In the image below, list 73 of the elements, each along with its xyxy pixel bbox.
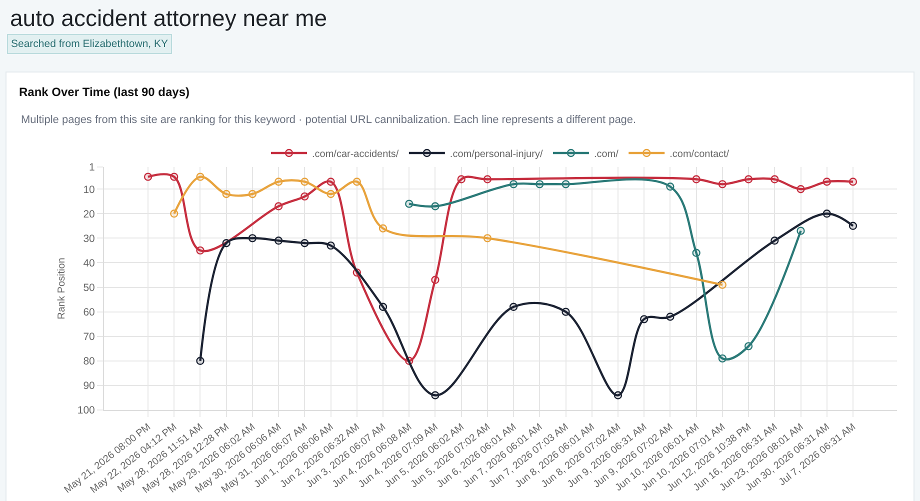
y-tick-label: 1 — [89, 162, 96, 174]
y-tick-label: 80 — [83, 356, 96, 368]
point — [431, 391, 440, 400]
legend-label: .com/contact/ — [670, 148, 730, 160]
y-tick-label: 20 — [83, 208, 96, 220]
point — [222, 190, 230, 198]
y-tick-label: 30 — [83, 232, 96, 245]
point — [196, 356, 204, 366]
y-tick-label: 100 — [77, 404, 96, 417]
point — [196, 246, 204, 255]
point — [378, 224, 388, 232]
point — [718, 180, 727, 188]
y-tick-label: 70 — [83, 331, 96, 344]
text: Searched from Elizabethtown, KY — [11, 38, 168, 50]
point — [170, 210, 178, 218]
point — [770, 175, 779, 184]
point — [352, 178, 361, 186]
point — [666, 312, 674, 321]
point — [848, 222, 858, 230]
point — [509, 180, 518, 188]
chart-title: Rank Over Time (last 90 days) — [19, 85, 190, 100]
point — [614, 391, 622, 400]
point — [326, 178, 335, 186]
point — [640, 315, 648, 324]
legend-label: .com/car-accidents/ — [312, 148, 399, 160]
point — [378, 302, 388, 312]
point — [144, 172, 152, 181]
point — [692, 175, 700, 184]
point — [248, 234, 257, 242]
chart-subtitle: Multiple pages from this site are ranking for this keyword · potential URL cannibalization. Each line represents a different page. — [21, 114, 636, 126]
legend-label: .com/ — [594, 148, 619, 160]
y-tick-label: 60 — [83, 306, 96, 318]
point — [196, 172, 204, 181]
legend-label: .com/personal-injury/ — [450, 148, 543, 160]
point — [770, 236, 779, 245]
point — [822, 178, 831, 186]
point — [300, 192, 309, 201]
point — [457, 175, 466, 184]
point — [796, 184, 805, 194]
point — [248, 190, 257, 198]
point — [666, 182, 674, 191]
point — [562, 308, 570, 316]
point — [509, 302, 518, 312]
y-axis-title: Rank Position — [56, 258, 68, 320]
point — [718, 354, 727, 363]
point — [405, 200, 414, 208]
point — [796, 226, 805, 235]
y-tick-label: 40 — [83, 257, 96, 270]
point — [692, 248, 700, 258]
point — [744, 175, 753, 184]
y-tick-label: 50 — [83, 282, 96, 294]
point — [300, 238, 309, 248]
point — [431, 202, 440, 210]
point — [326, 190, 335, 198]
point — [222, 238, 230, 248]
point — [562, 180, 570, 188]
point — [274, 236, 283, 245]
point — [326, 241, 335, 250]
y-tick-label: 10 — [83, 184, 96, 196]
point — [300, 178, 309, 186]
text: auto accident attorney near me — [10, 5, 328, 31]
y-tick-label: 90 — [83, 380, 96, 392]
point — [274, 178, 283, 186]
point — [744, 342, 753, 350]
point — [170, 172, 178, 181]
point — [848, 178, 858, 186]
point — [483, 234, 492, 242]
point — [274, 202, 283, 210]
point — [718, 280, 727, 289]
point — [483, 175, 492, 184]
point — [822, 210, 831, 218]
point — [536, 180, 544, 188]
point — [431, 276, 440, 284]
